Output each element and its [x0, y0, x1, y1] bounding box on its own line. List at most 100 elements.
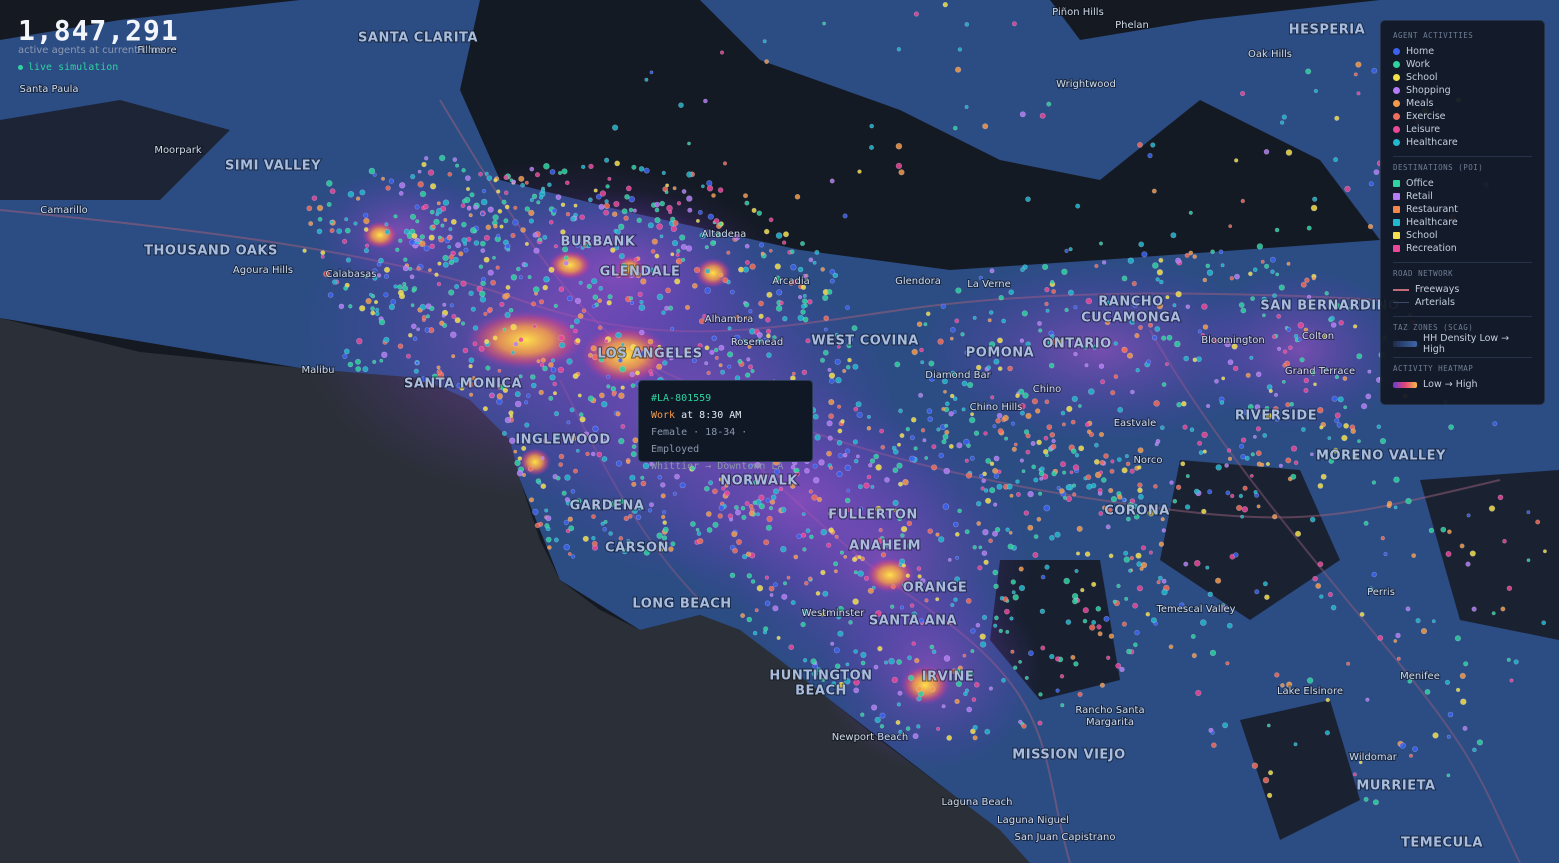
agent-dot [560, 202, 566, 208]
agent-dot [820, 528, 828, 536]
legend-item: Work [1393, 58, 1532, 71]
agent-dot [723, 490, 730, 497]
agent-dot [1161, 382, 1167, 387]
legend-section-title: DESTINATIONS (POI) [1393, 163, 1484, 172]
agent-dot [1126, 352, 1134, 359]
agent-dot [1039, 112, 1046, 119]
agent-dot [668, 210, 673, 215]
agent-dot [415, 238, 420, 243]
agent-dot [1024, 675, 1029, 680]
agent-dot [577, 393, 582, 398]
agent-dot [659, 200, 666, 207]
agent-dot [1158, 257, 1164, 263]
agent-dot [533, 433, 540, 440]
place-label: Oak Hills [1248, 49, 1292, 60]
agent-dot [1270, 269, 1275, 275]
agent-dot [1293, 742, 1298, 747]
agent-dot [679, 234, 686, 241]
agent-dot [674, 346, 679, 351]
agent-dot [1472, 747, 1477, 753]
agent-dot [579, 214, 586, 220]
agent-dot [833, 647, 840, 654]
agent-dot [1506, 585, 1513, 591]
place-label: Camarillo [40, 205, 88, 216]
agent-dot [1043, 435, 1049, 441]
agent-dot [598, 203, 605, 210]
agent-dot [643, 350, 648, 355]
agent-dot [1027, 524, 1034, 531]
agent-dot [852, 363, 859, 370]
agent-dot [995, 417, 1001, 424]
agent-dot [895, 162, 903, 170]
agent-dot [452, 256, 459, 263]
agent-dot [659, 547, 664, 552]
agent-dot [812, 413, 819, 420]
agent-dot [662, 520, 668, 525]
place-label: Altadena [702, 229, 747, 240]
agent-dot [359, 189, 366, 196]
agent-dot [765, 524, 773, 531]
agent-dot [596, 451, 603, 458]
agent-dot [630, 451, 637, 458]
agent-dot [747, 344, 752, 349]
agent-dot [1256, 243, 1264, 250]
agent-dot [1072, 598, 1079, 605]
agent-dot [501, 430, 507, 436]
agent-dot [747, 364, 753, 370]
agent-dot [952, 521, 959, 528]
agent-dot [415, 219, 420, 224]
agent-dot [586, 283, 592, 290]
agent-dot [972, 315, 977, 320]
agent-dot [808, 257, 814, 263]
agent-dot [461, 198, 467, 204]
agent-dot [531, 193, 538, 200]
agent-dot [1137, 482, 1143, 488]
agent-dot [1191, 652, 1197, 659]
agent-dot [364, 243, 370, 248]
agent-dot [765, 328, 772, 335]
agent-dot [643, 549, 650, 556]
agent-dot [811, 494, 818, 501]
agent-dot [1083, 345, 1088, 350]
agent-dot [947, 558, 952, 562]
agent-dot [1535, 519, 1541, 525]
agent-dot [606, 300, 612, 306]
agent-dot [1180, 461, 1186, 467]
agent-dot [1431, 619, 1436, 624]
agent-dot [1068, 247, 1073, 252]
agent-dot [996, 412, 1003, 419]
agent-dot [461, 237, 468, 244]
agent-dot [1091, 581, 1097, 588]
agent-dot [1169, 480, 1174, 485]
legend-item: Healthcare [1393, 216, 1532, 229]
agent-dot [527, 275, 532, 280]
agent-dot [611, 124, 619, 131]
agent-dot [794, 467, 800, 473]
agent-dot [564, 474, 571, 481]
agent-dot [468, 290, 474, 296]
agent-dot [473, 240, 480, 246]
agent-dot [1015, 393, 1020, 399]
agent-dot [317, 216, 323, 222]
agent-dot [870, 484, 875, 489]
agent-dot [726, 351, 734, 358]
agent-dot [353, 221, 358, 226]
agent-dot [1135, 552, 1142, 559]
agent-dot [793, 554, 799, 560]
agent-dot [442, 261, 449, 268]
agent-dot [899, 605, 904, 610]
agent-dot [718, 363, 723, 368]
agent-dot [1045, 453, 1049, 458]
agent-dot [553, 537, 559, 543]
agent-dot [1084, 551, 1091, 557]
agent-dot [949, 393, 955, 399]
agent-dot [514, 400, 522, 408]
agent-dot [513, 341, 519, 347]
agent-dot [907, 674, 914, 681]
agent-dot [1297, 337, 1302, 342]
agent-dot [853, 679, 860, 686]
agent-dot [753, 479, 760, 486]
agent-dot [1224, 463, 1229, 468]
agent-dot [548, 362, 554, 368]
agent-dot [856, 411, 863, 418]
